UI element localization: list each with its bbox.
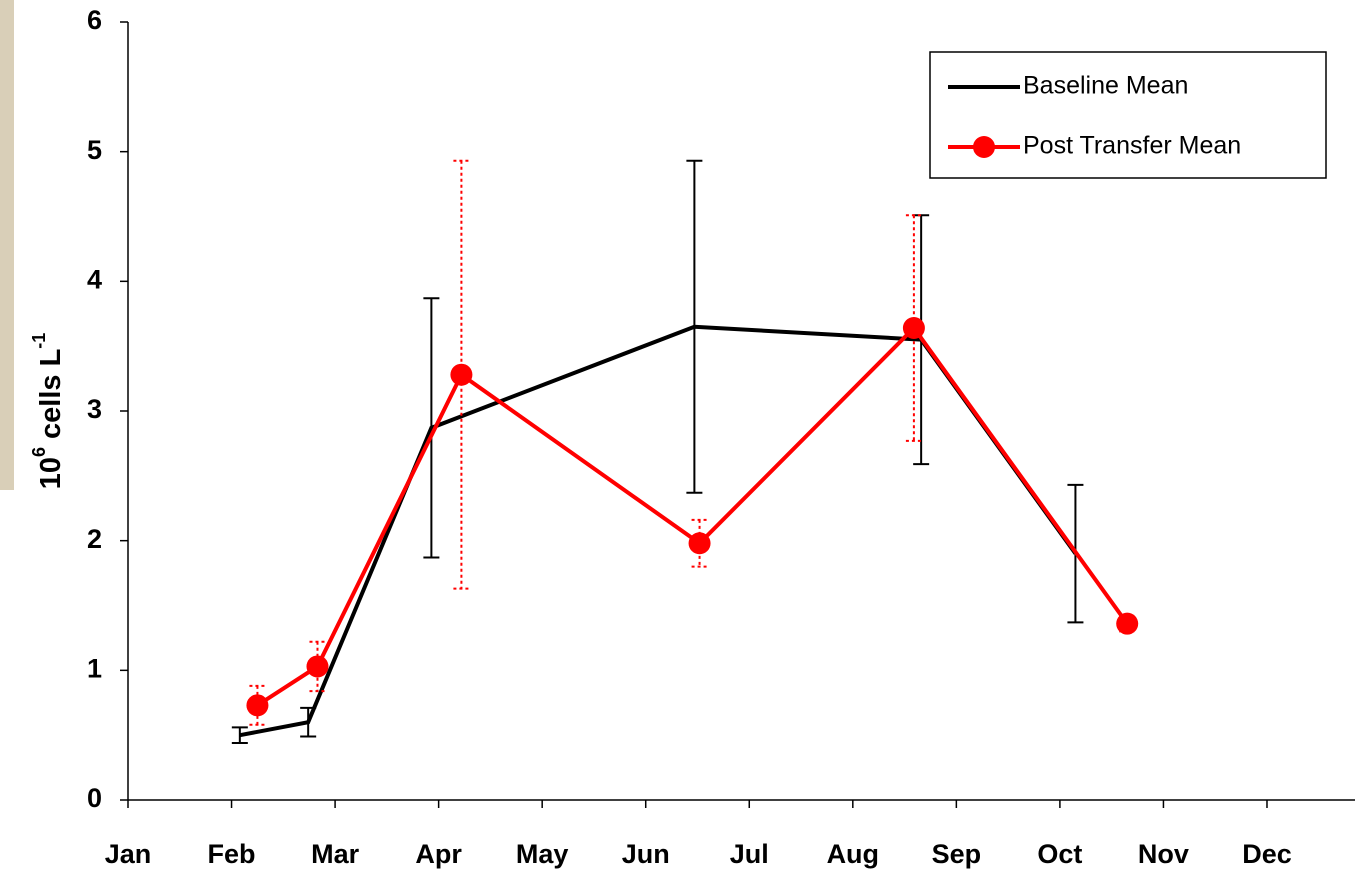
legend-marker — [973, 136, 995, 158]
x-tick-label: Feb — [208, 839, 256, 869]
x-tick-label: Apr — [415, 839, 462, 869]
y-tick-label: 3 — [87, 394, 102, 424]
legend-label: Baseline Mean — [1023, 72, 1188, 100]
y-tick-label: 4 — [87, 264, 102, 294]
x-tick-label: Aug — [827, 839, 879, 869]
y-label-unit: cells L — [35, 349, 67, 447]
y-label-exponent: 6 — [29, 447, 49, 457]
y-tick-label: 1 — [87, 653, 102, 683]
x-tick-label: Mar — [311, 839, 360, 869]
series-line — [257, 328, 1127, 705]
y-label-unit-exponent: -1 — [29, 333, 49, 349]
data-point — [306, 655, 328, 677]
data-point — [1116, 613, 1138, 635]
x-tick-label: Nov — [1138, 839, 1189, 869]
x-tick-label: Jun — [622, 839, 670, 869]
y-tick-label: 2 — [87, 524, 102, 554]
x-tick-label: Oct — [1037, 839, 1082, 869]
x-tick-label: Sep — [932, 839, 982, 869]
data-point — [903, 317, 925, 339]
x-tick-label: May — [516, 839, 569, 869]
series-line — [240, 327, 1076, 735]
x-tick-label: Jan — [105, 839, 152, 869]
x-tick-label: Jul — [730, 839, 769, 869]
chart: 106 cells L-1 0123456JanFebMarAprMayJunJ… — [0, 0, 1355, 878]
y-label-base: 10 — [35, 457, 67, 489]
y-tick-label: 6 — [87, 5, 102, 35]
x-tick-label: Dec — [1242, 839, 1292, 869]
data-point — [450, 364, 472, 386]
data-point — [689, 532, 711, 554]
background-image-fragment — [0, 0, 14, 490]
legend: Baseline Mean Post Transfer Mean — [930, 52, 1326, 178]
y-axis-label: 106 cells L-1 — [29, 333, 67, 490]
y-tick-label: 0 — [87, 783, 102, 813]
data-point — [246, 694, 268, 716]
legend-label: Post Transfer Mean — [1023, 132, 1241, 160]
y-tick-label: 5 — [87, 135, 102, 165]
